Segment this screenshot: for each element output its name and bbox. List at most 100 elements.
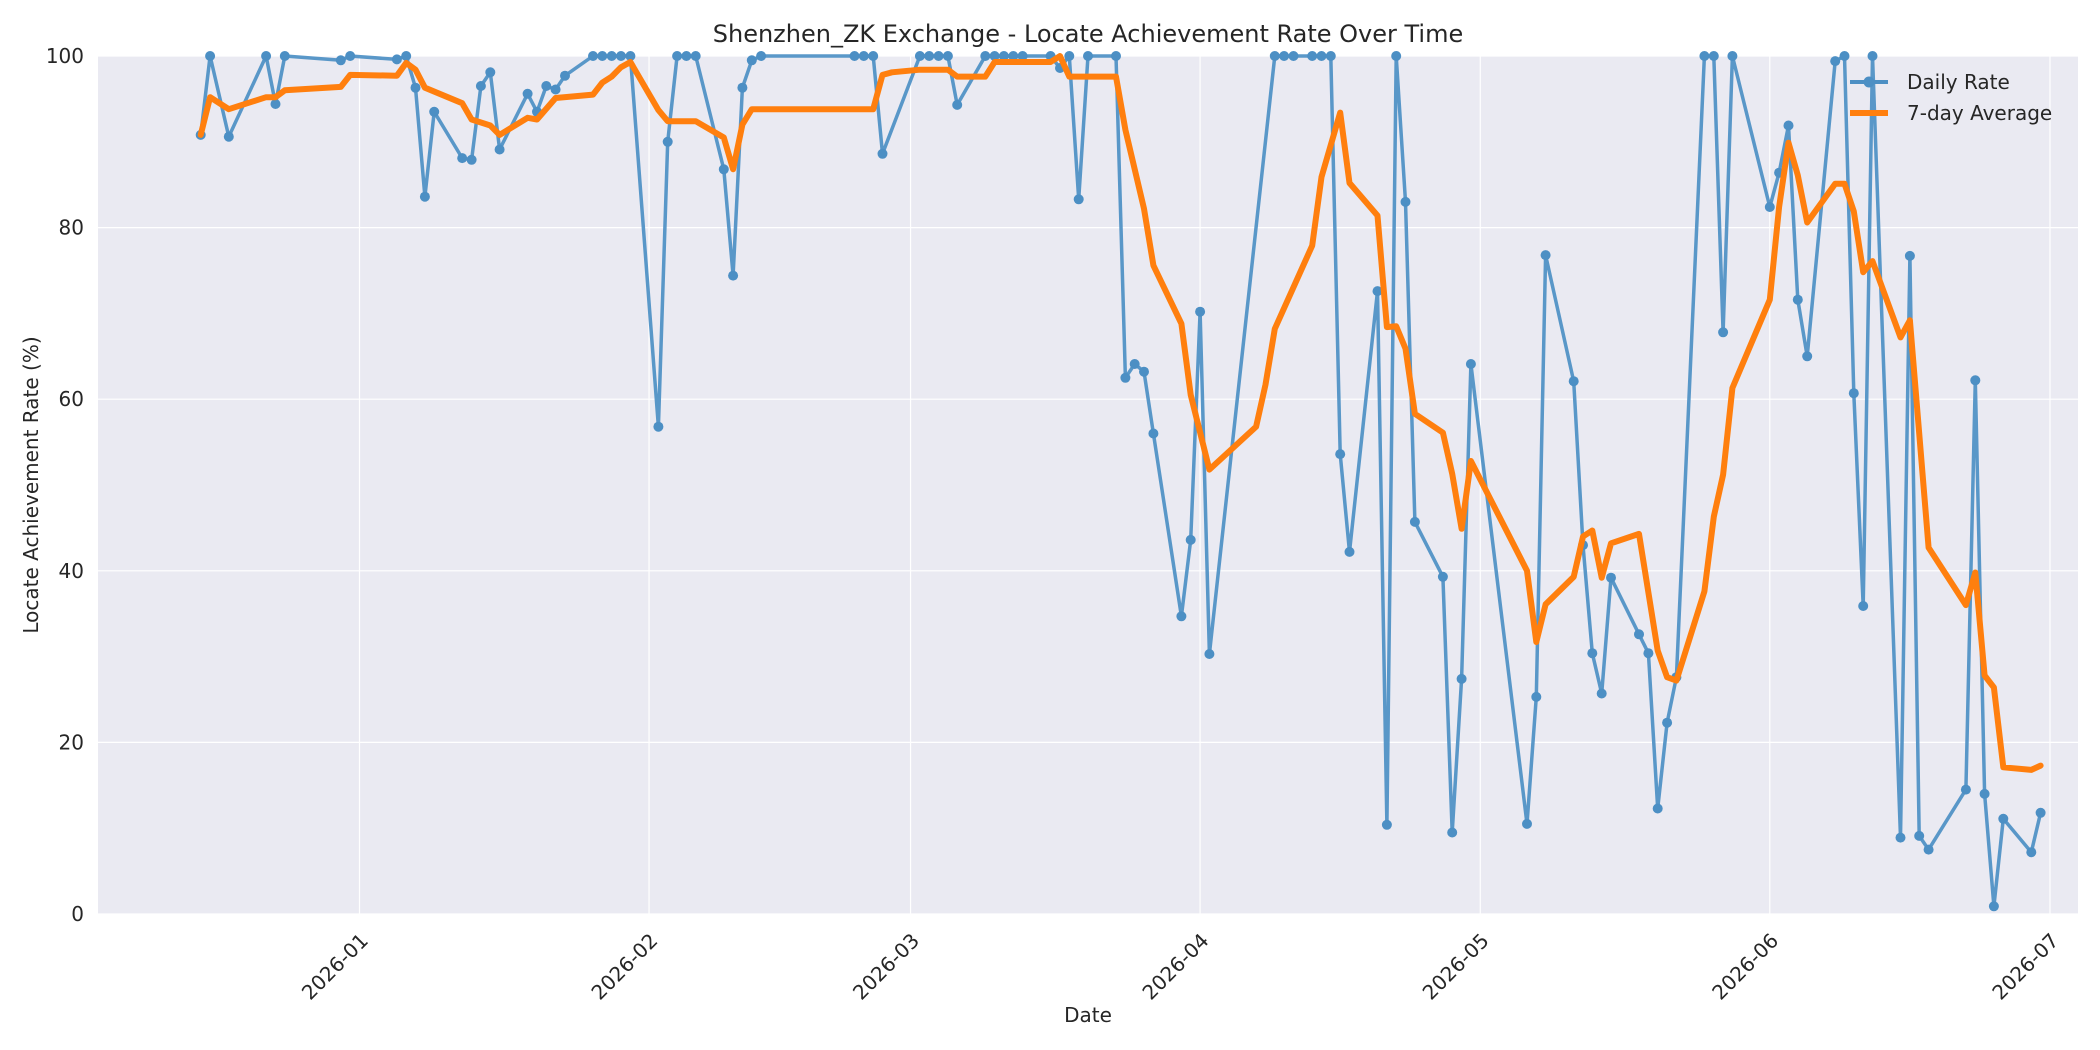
daily-rate-point [1437, 571, 1448, 582]
daily-rate-point [1017, 51, 1028, 61]
daily-rate-point [279, 51, 290, 61]
daily-rate-point [1269, 51, 1280, 61]
daily-rate-point [728, 270, 739, 281]
daily-rate-point [261, 51, 272, 61]
daily-rate-point [1465, 359, 1476, 369]
daily-rate-point [2026, 847, 2037, 858]
daily-rate-point [1195, 306, 1206, 317]
daily-rate-point [849, 51, 860, 61]
daily-rate-point [1848, 388, 1859, 399]
daily-rate-point [1531, 691, 1542, 702]
daily-rate-point [1325, 51, 1336, 61]
daily-rate-point [1988, 901, 1999, 912]
daily-rate-point [1792, 294, 1803, 305]
x-tick-label: 2026-02 [586, 928, 662, 1004]
daily-rate-point [1718, 327, 1729, 338]
x-tick-label: 2026-05 [1418, 928, 1494, 1004]
daily-rate-point [1307, 51, 1318, 61]
daily-rate-point [1568, 376, 1579, 387]
daily-rate-point [1914, 830, 1925, 841]
daily-rate-point [868, 51, 879, 61]
daily-rate-point [1867, 51, 1878, 61]
daily-rate-point [223, 131, 234, 142]
y-tick-label: 60 [59, 387, 84, 411]
daily-rate-point [1652, 803, 1663, 814]
y-tick-label: 40 [59, 559, 84, 583]
daily-rate-point [1970, 375, 1981, 386]
daily-rate-point [746, 55, 757, 66]
daily-rate-point [541, 81, 552, 91]
daily-rate-point [1344, 546, 1355, 557]
daily-rate-point [1335, 449, 1346, 460]
daily-rate-point [1008, 51, 1019, 61]
daily-rate-point [1764, 202, 1775, 212]
daily-rate-point [1176, 611, 1187, 622]
daily-rate-point [1643, 648, 1654, 659]
daily-rate-point [457, 153, 468, 164]
legend: Daily Rate 7-day Average [1850, 70, 2052, 125]
daily-rate-point [998, 51, 1009, 61]
daily-rate-point [588, 51, 598, 61]
daily-rate-point [662, 136, 673, 147]
daily-rate-point [933, 51, 944, 61]
daily-rate-point [616, 51, 626, 61]
daily-rate-point [1708, 51, 1719, 61]
daily-rate-point [653, 421, 664, 432]
daily-rate-point [1998, 813, 2009, 824]
daily-rate-point [401, 51, 412, 61]
daily-rate-point [522, 88, 533, 99]
daily-rate-point [690, 51, 701, 61]
daily-rate-point [429, 106, 440, 117]
daily-rate-point [756, 51, 767, 61]
daily-rate-point [1400, 196, 1411, 207]
daily-rate-point [924, 51, 935, 61]
daily-rate-point [1111, 51, 1121, 61]
x-tick-label: 2026-06 [1707, 928, 1783, 1004]
daily-rate-point [1185, 534, 1196, 545]
daily-rate-point [1447, 827, 1458, 838]
daily-rate-point [475, 81, 486, 91]
daily-rate-point [672, 51, 683, 61]
daily-rate-point [1727, 51, 1738, 61]
daily-rate-point [942, 51, 953, 61]
daily-rate-point [1699, 51, 1710, 61]
daily-rate-point [1409, 516, 1420, 527]
seven-day-average-line [197, 53, 2044, 773]
daily-rate-point [391, 54, 402, 65]
daily-rate-point [466, 154, 477, 165]
daily-rate-point [1456, 673, 1467, 684]
daily-rate-point [1391, 51, 1402, 61]
daily-rate-point [1596, 688, 1607, 699]
y-tick-label: 100 [46, 44, 84, 68]
daily-rate-point [410, 82, 421, 93]
daily-rate-point [1960, 784, 1971, 795]
daily-rate-point [1839, 51, 1850, 61]
daily-rate-point [345, 51, 356, 61]
daily-rate-point [560, 70, 570, 81]
daily-rate-point [625, 51, 636, 61]
daily-rate-point [980, 51, 991, 61]
daily-rate-point [419, 191, 430, 202]
daily-rate-point [1316, 51, 1327, 61]
daily-rate-point [1204, 649, 1215, 659]
daily-rate-point [914, 51, 925, 61]
x-tick-label: 2026-01 [297, 928, 373, 1004]
daily-rate-point [1802, 351, 1813, 362]
daily-rate-point [1288, 51, 1299, 61]
legend-daily-marker [1863, 76, 1875, 88]
x-axis-label: Date [1064, 1003, 1112, 1027]
series-layer [195, 51, 2046, 912]
x-tick-label: 2026-03 [848, 928, 924, 1004]
daily-rate-point [877, 148, 888, 159]
x-tick-label: 2026-07 [1987, 928, 2063, 1004]
daily-rate-point [270, 99, 281, 109]
daily-rate-point [989, 51, 1000, 61]
daily-rate-point [1895, 832, 1906, 843]
daily-rate-point [485, 67, 496, 78]
daily-rate-point [550, 84, 561, 95]
daily-rate-point [1979, 788, 1990, 799]
y-tick-label: 20 [59, 730, 84, 754]
daily-rate-point [1783, 120, 1794, 131]
daily-rate-point [1139, 366, 1149, 377]
